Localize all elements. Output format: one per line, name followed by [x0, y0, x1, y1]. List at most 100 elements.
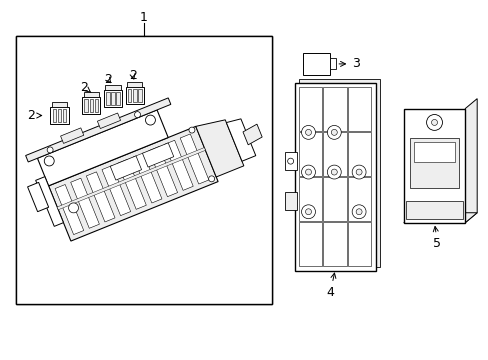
Bar	[298, 222, 322, 266]
Bar	[330, 58, 336, 69]
Circle shape	[326, 165, 341, 179]
Bar	[323, 132, 346, 176]
Polygon shape	[148, 147, 177, 197]
Polygon shape	[48, 126, 218, 241]
Bar	[323, 222, 346, 266]
Circle shape	[287, 158, 293, 164]
Bar	[83, 92, 99, 97]
Text: 2: 2	[129, 69, 137, 82]
Bar	[127, 82, 142, 87]
Bar	[347, 87, 370, 131]
Polygon shape	[226, 119, 255, 161]
Bar	[105, 85, 121, 90]
Polygon shape	[118, 159, 146, 209]
Text: 2: 2	[80, 81, 91, 94]
Bar	[125, 87, 144, 104]
Text: 2: 2	[104, 73, 112, 86]
Polygon shape	[164, 140, 193, 190]
Polygon shape	[38, 110, 168, 186]
Polygon shape	[36, 177, 63, 226]
Polygon shape	[195, 120, 244, 177]
Circle shape	[305, 129, 311, 135]
Text: 2: 2	[27, 109, 41, 122]
Bar	[298, 132, 322, 176]
Bar	[302, 53, 330, 75]
Bar	[82, 97, 100, 114]
Polygon shape	[142, 143, 173, 167]
Bar	[16, 36, 271, 304]
Bar	[62, 109, 66, 122]
Text: 3: 3	[338, 57, 359, 71]
Polygon shape	[97, 113, 121, 129]
Bar	[94, 99, 98, 112]
Circle shape	[426, 114, 442, 130]
Circle shape	[331, 169, 337, 175]
Bar	[284, 192, 296, 210]
Polygon shape	[243, 124, 262, 145]
Polygon shape	[133, 153, 162, 203]
Bar	[409, 138, 458, 188]
Circle shape	[134, 112, 140, 118]
Bar	[294, 83, 375, 271]
Bar	[52, 102, 67, 107]
Text: 5: 5	[432, 226, 441, 251]
Circle shape	[301, 205, 315, 219]
Circle shape	[145, 115, 155, 125]
Bar	[405, 201, 462, 219]
Polygon shape	[25, 98, 170, 162]
Bar	[116, 92, 120, 105]
Circle shape	[351, 205, 366, 219]
Polygon shape	[55, 185, 83, 235]
Polygon shape	[61, 128, 83, 143]
Bar	[53, 109, 56, 122]
Bar	[106, 92, 109, 105]
Polygon shape	[102, 166, 130, 216]
Bar	[347, 177, 370, 221]
Circle shape	[355, 209, 361, 215]
Bar	[138, 89, 142, 102]
Bar	[403, 109, 464, 223]
Polygon shape	[464, 99, 476, 223]
Bar	[298, 79, 379, 267]
Circle shape	[188, 127, 195, 133]
Text: 4: 4	[325, 273, 335, 299]
Circle shape	[208, 176, 214, 182]
Circle shape	[355, 169, 361, 175]
Bar	[323, 87, 346, 131]
Polygon shape	[110, 156, 142, 180]
Bar	[323, 177, 346, 221]
Circle shape	[326, 125, 341, 139]
Polygon shape	[57, 148, 205, 210]
Polygon shape	[27, 183, 49, 212]
Circle shape	[68, 203, 79, 213]
Polygon shape	[86, 172, 115, 222]
Polygon shape	[71, 178, 99, 228]
Circle shape	[44, 156, 54, 166]
Bar	[50, 107, 69, 124]
Bar	[298, 177, 322, 221]
Circle shape	[305, 209, 311, 215]
Text: 1: 1	[140, 11, 147, 24]
Circle shape	[431, 120, 437, 125]
Bar	[128, 89, 131, 102]
Bar	[111, 92, 115, 105]
Polygon shape	[180, 134, 208, 184]
Bar	[347, 132, 370, 176]
Circle shape	[47, 147, 53, 153]
Bar	[284, 152, 296, 170]
Circle shape	[331, 129, 337, 135]
Bar	[413, 142, 454, 162]
Bar	[298, 87, 322, 131]
Circle shape	[351, 165, 366, 179]
Bar	[347, 222, 370, 266]
Bar	[103, 90, 122, 107]
Bar	[133, 89, 136, 102]
Circle shape	[301, 165, 315, 179]
Polygon shape	[403, 213, 476, 223]
Bar	[58, 109, 61, 122]
Bar	[16, 36, 271, 304]
Circle shape	[305, 169, 311, 175]
Bar	[89, 99, 93, 112]
Bar	[84, 99, 88, 112]
Circle shape	[301, 125, 315, 139]
